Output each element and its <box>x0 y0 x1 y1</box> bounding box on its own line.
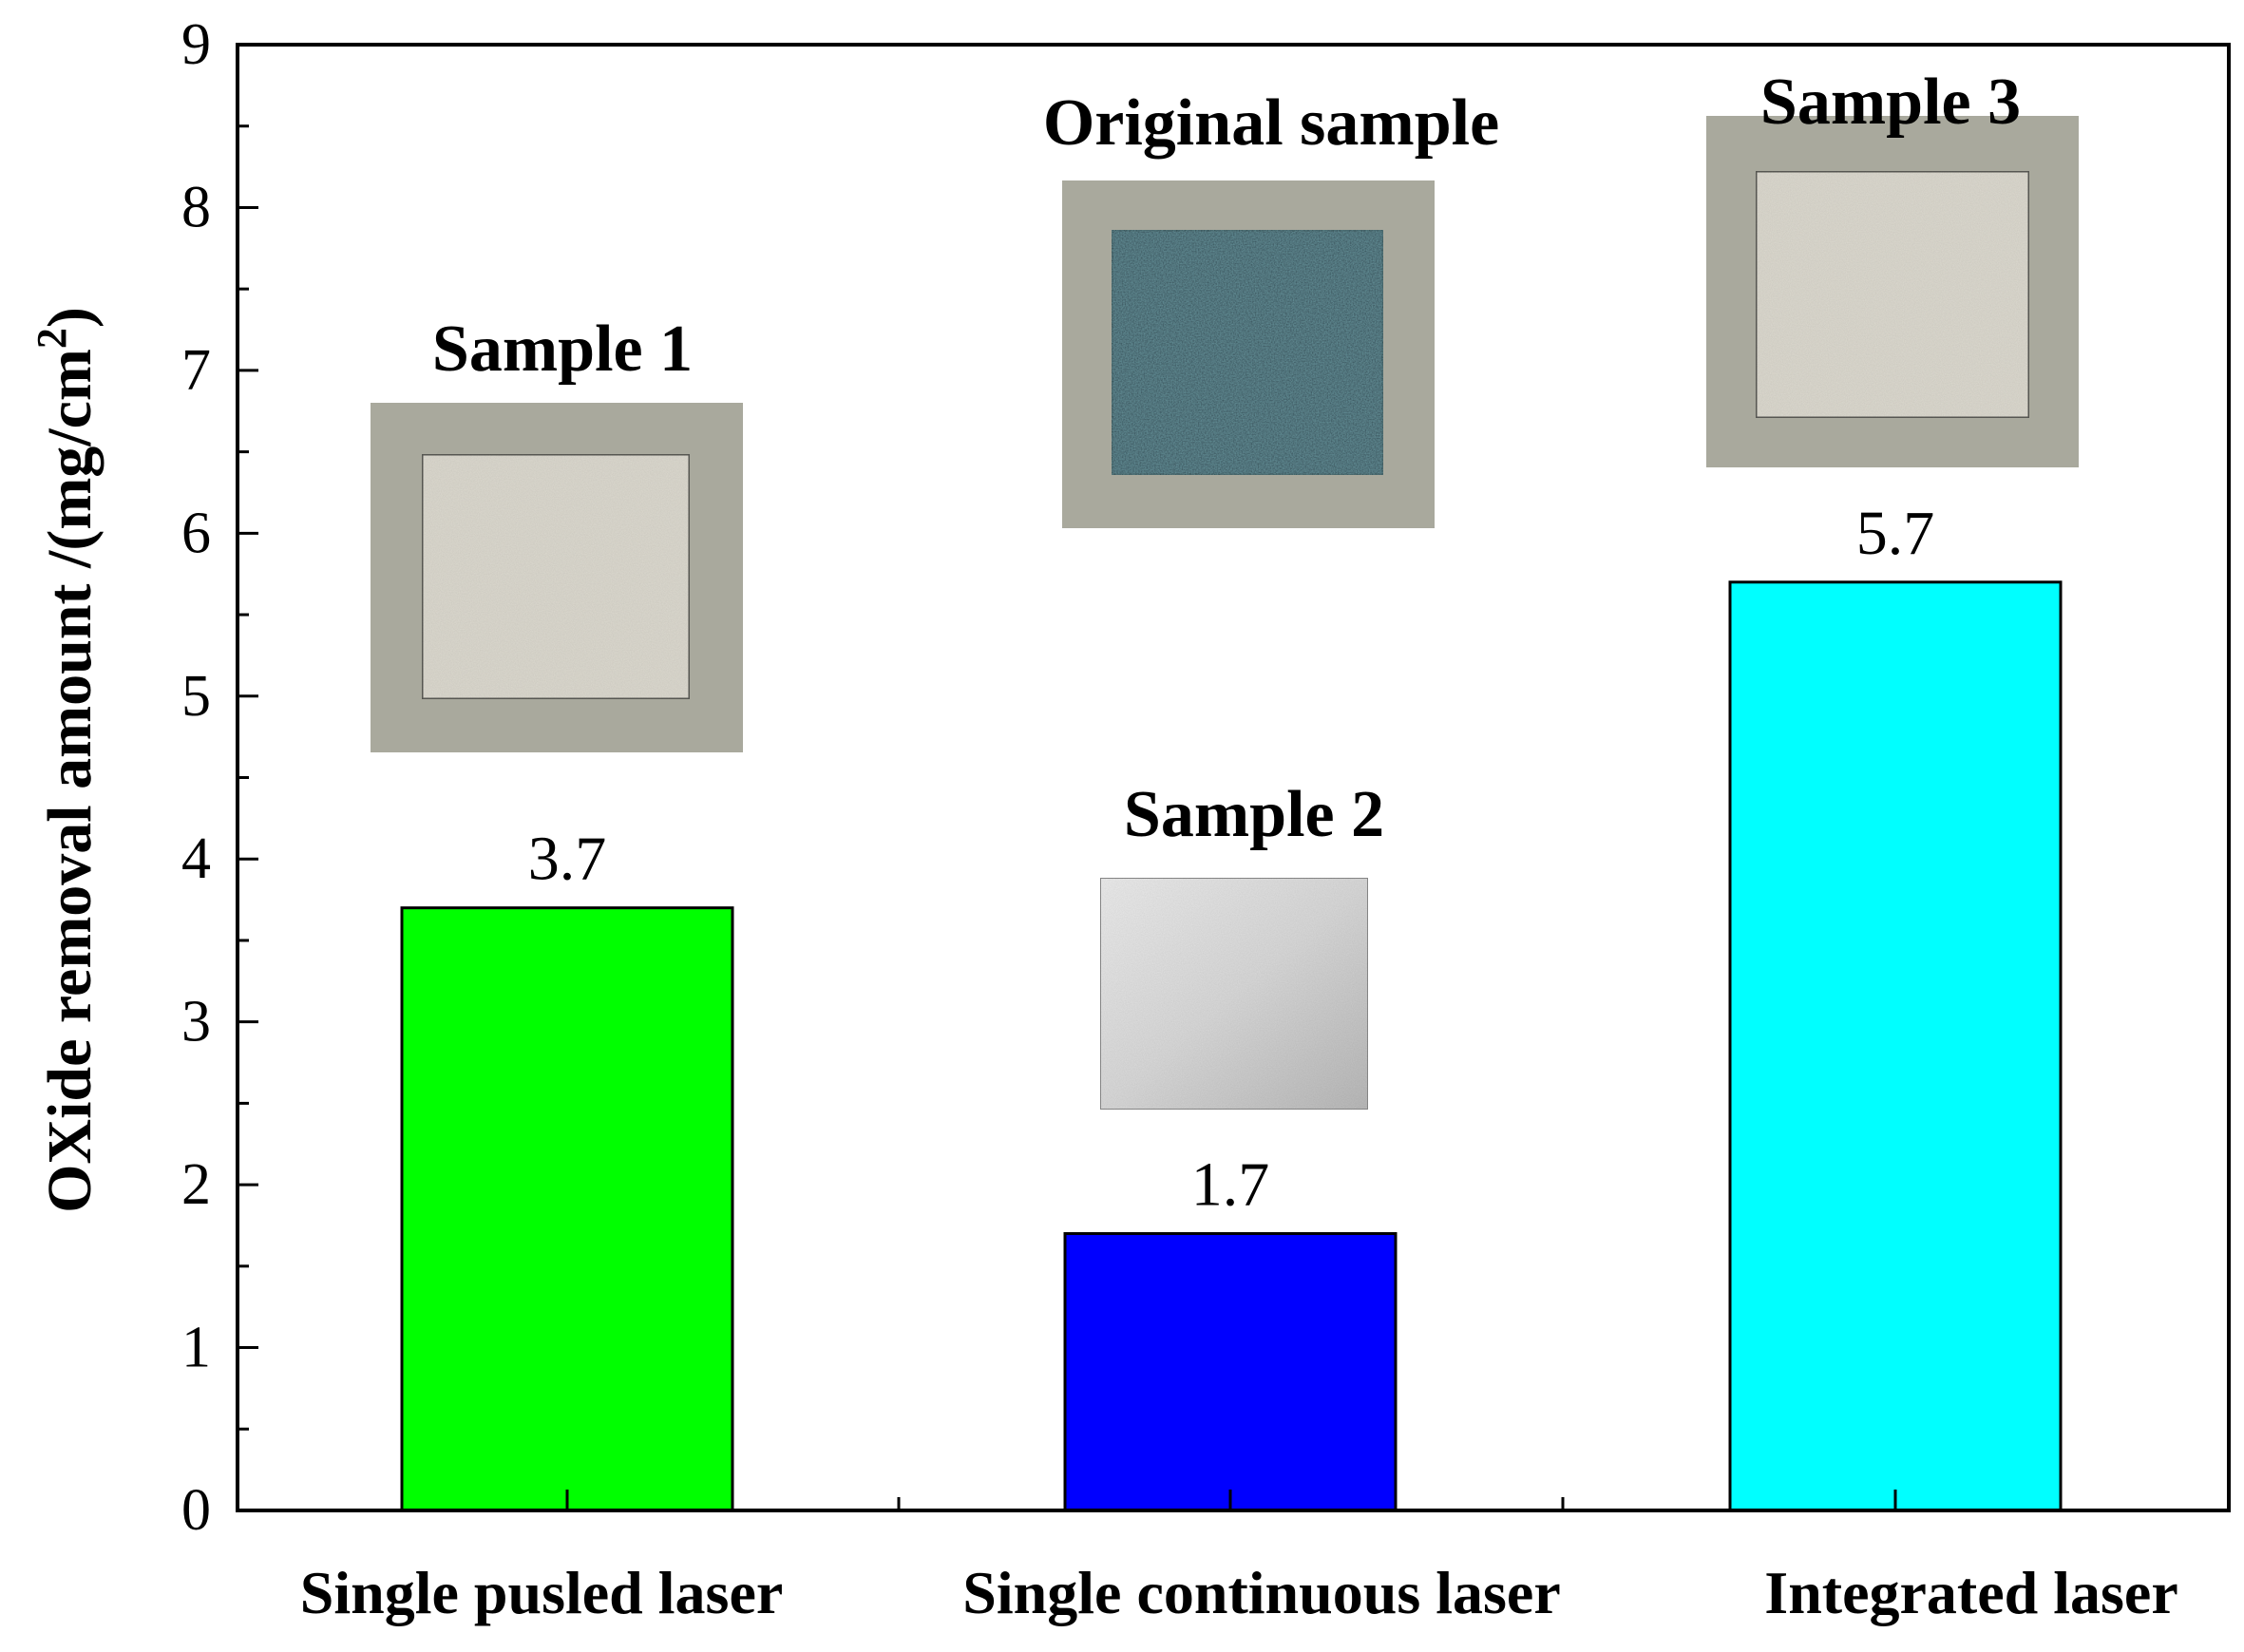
y-axis-label: OXide removal amount /(mg/cm2) <box>29 307 105 1213</box>
data-label-1: 3.7 <box>528 825 607 894</box>
bar-1 <box>400 906 734 1512</box>
y-tick-label-3: 3 <box>181 990 211 1054</box>
y-tick-label-7: 7 <box>181 338 211 403</box>
y-tick-label-5: 5 <box>181 664 211 729</box>
y-tick-label-4: 4 <box>181 826 211 891</box>
sample-3-photo <box>1754 169 2031 420</box>
bar-3 <box>1728 580 2063 1512</box>
sample-1-title: Sample 1 <box>432 313 693 386</box>
x-category-label-2: Single continuous laser <box>962 1559 1560 1626</box>
y-tick-label-9: 9 <box>181 12 211 77</box>
sample-3-title: Sample 3 <box>1760 66 2021 139</box>
sample-1-photo <box>420 452 692 701</box>
bar-2 <box>1063 1232 1398 1512</box>
bars-group: 3.7 1.7 5.7 <box>400 499 2063 1512</box>
y-tick-label-8: 8 <box>181 175 211 239</box>
x-category-label-1: Single pusled laser <box>300 1559 784 1626</box>
original-sample-inset: Original sample <box>1043 86 1499 528</box>
y-axis-label-close: ) <box>35 307 105 328</box>
y-tick-label-1: 1 <box>181 1316 211 1380</box>
original-sample-title: Original sample <box>1043 86 1499 160</box>
sample-3-inset: Sample 3 <box>1706 66 2079 467</box>
x-category-label-3: Integrated laser <box>1764 1559 2177 1626</box>
data-label-2: 1.7 <box>1191 1150 1270 1220</box>
sample-2-inset: Sample 2 <box>1099 778 1384 1111</box>
y-axis-label-superscript: 2 <box>29 328 75 349</box>
original-sample-photo <box>1110 228 1385 477</box>
sample-2-photo <box>1099 877 1369 1111</box>
axes-group: 0 1 2 3 4 5 6 7 8 9 Single pusled laser Single cont… <box>181 12 2231 1626</box>
y-tick-label-0: 0 <box>181 1478 211 1543</box>
y-tick-label-2: 2 <box>181 1152 211 1217</box>
y-tick-label-6: 6 <box>181 501 211 565</box>
sample-1-inset: Sample 1 <box>371 313 743 752</box>
data-label-3: 5.7 <box>1856 499 1935 568</box>
sample-2-title: Sample 2 <box>1124 778 1384 851</box>
